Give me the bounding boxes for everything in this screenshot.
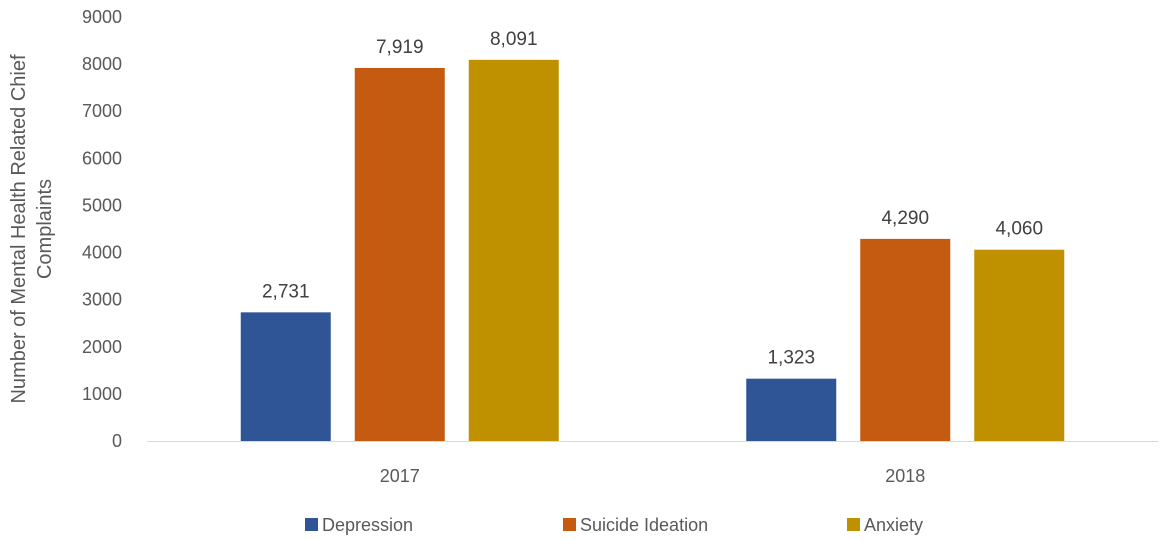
data-label: 8,091 [490, 29, 538, 50]
legend-label: Anxiety [864, 515, 923, 535]
data-label: 1,323 [767, 348, 815, 369]
data-labels-group: 2,731 7,919 8,091 1,323 4,290 4,060 [262, 29, 1043, 369]
data-label: 4,290 [881, 208, 929, 229]
y-tick-label: 4000 [82, 243, 122, 263]
bar [860, 238, 951, 441]
data-label: 2,731 [262, 281, 310, 302]
y-tick-label: 9000 [82, 7, 122, 27]
bars-group [240, 59, 1065, 441]
bar [240, 312, 331, 441]
legend-swatch [847, 518, 860, 531]
x-tick-label: 2018 [885, 466, 925, 486]
data-label: 7,919 [376, 37, 424, 58]
y-tick-label: 8000 [82, 54, 122, 74]
y-tick-label: 6000 [82, 148, 122, 168]
x-tick-label: 2017 [380, 466, 420, 486]
y-tick-label: 3000 [82, 290, 122, 310]
y-tick-label: 0 [112, 431, 122, 451]
data-label: 4,060 [995, 219, 1043, 240]
y-tick-label: 2000 [82, 337, 122, 357]
legend-label: Depression [322, 515, 413, 535]
legend-label: Suicide Ideation [580, 515, 708, 535]
bar [746, 378, 837, 441]
bar [468, 59, 559, 441]
x-axis-ticks: 2017 2018 [380, 466, 926, 486]
legend-swatch [305, 518, 318, 531]
legend-swatch [563, 518, 576, 531]
legend-item: Anxiety [847, 515, 923, 535]
y-tick-label: 1000 [82, 384, 122, 404]
bar [974, 249, 1065, 441]
legend-item: Suicide Ideation [563, 515, 708, 535]
y-axis-ticks: 0 1000 2000 3000 4000 5000 6000 7000 8000 9000 [82, 7, 122, 451]
y-tick-label: 5000 [82, 195, 122, 215]
y-axis-title-line: Complaints [34, 179, 56, 279]
legend: Depression Suicide Ideation Anxiety [305, 515, 923, 535]
legend-item: Depression [305, 515, 413, 535]
y-tick-label: 7000 [82, 101, 122, 121]
bar [354, 67, 445, 441]
y-axis-title: Number of Mental Health Related Chief Com… [8, 54, 56, 404]
y-axis-title-line: Number of Mental Health Related Chief [8, 54, 30, 404]
